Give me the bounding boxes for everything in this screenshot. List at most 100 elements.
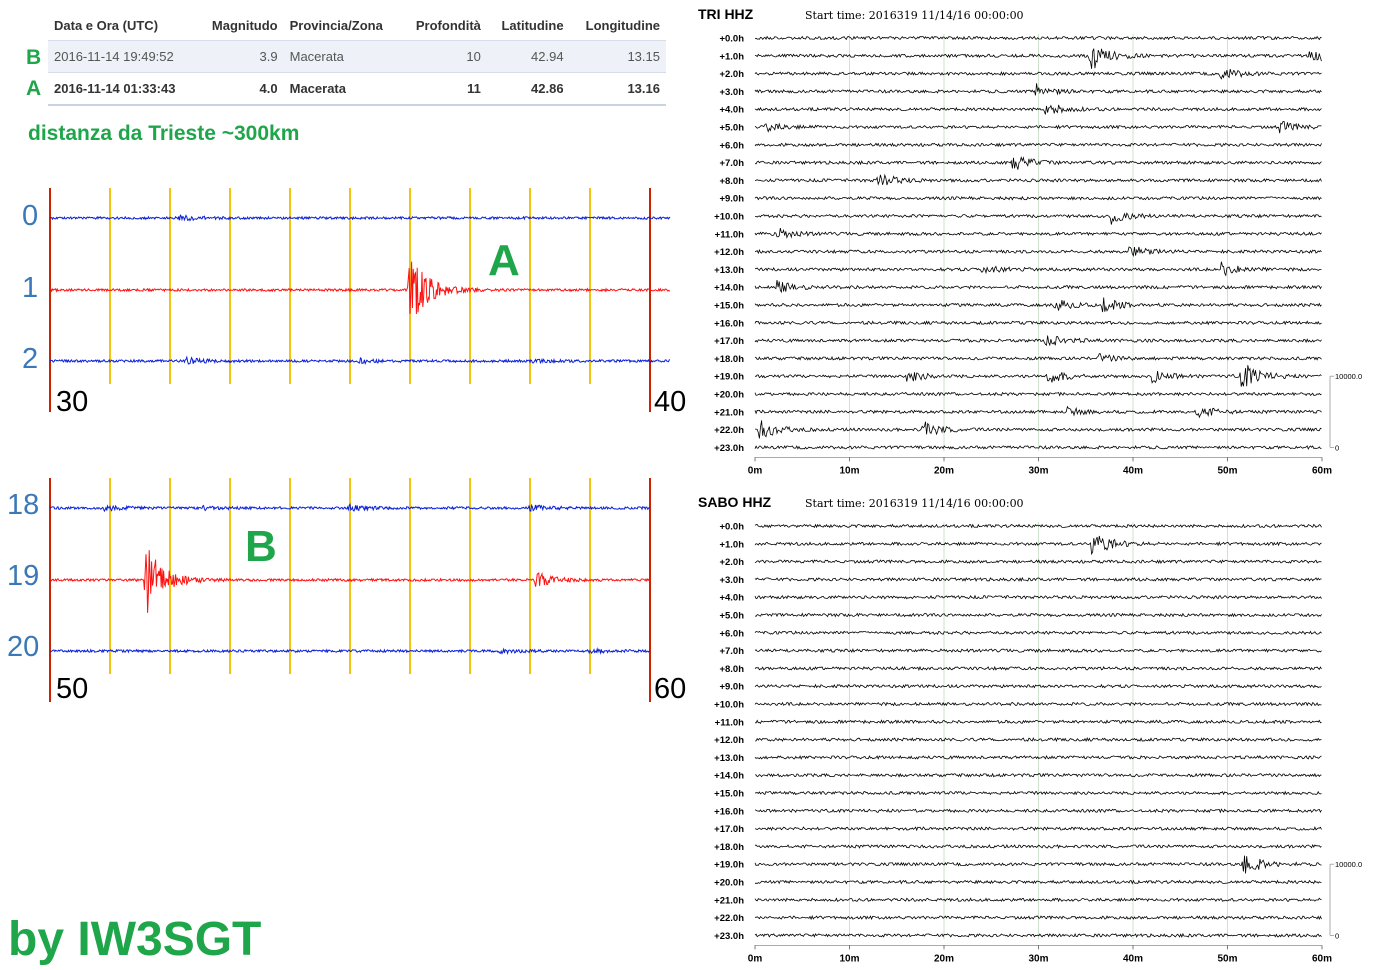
trace-row-20 xyxy=(49,647,651,655)
drum-trace xyxy=(754,897,1322,903)
column-header-datetime[interactable]: Data e Ora (UTC) xyxy=(54,17,159,33)
drum-tick-label: 40m xyxy=(1123,465,1143,476)
drum-trace xyxy=(754,48,1322,69)
cell-datetime: 2016-11-14 19:49:52 xyxy=(48,40,197,73)
drum-trace xyxy=(754,195,1322,201)
drum-trace xyxy=(754,559,1322,565)
drum-row-label: +3.0h xyxy=(719,87,744,98)
drum-trace xyxy=(754,35,1322,41)
drum-tick-label: 0m xyxy=(748,953,763,964)
drum-trace xyxy=(754,754,1322,760)
drum-trace xyxy=(754,535,1322,556)
drum-trace xyxy=(754,104,1322,115)
drum-trace xyxy=(754,212,1322,225)
cell-magnitude: 4.0 xyxy=(196,72,284,106)
row-label-1: 1 xyxy=(22,272,39,304)
drum-row-label: +22.0h xyxy=(714,913,744,924)
drum-row-label: +22.0h xyxy=(714,425,744,436)
x-start-label: 30 xyxy=(56,386,89,418)
cell-magnitude: 3.9 xyxy=(196,40,284,73)
row-label-0: 0 xyxy=(22,200,39,232)
station-title-sabo: SABO HHZ xyxy=(698,494,772,510)
drum-trace xyxy=(754,120,1322,134)
scale-top-label: 10000.0 xyxy=(1335,372,1362,381)
trace-row-19 xyxy=(49,550,651,613)
drum-row-label: +2.0h xyxy=(719,557,744,568)
drum-trace xyxy=(754,142,1322,148)
cell-zone: Macerata xyxy=(283,40,401,73)
x-end-label: 40 xyxy=(654,386,687,418)
drum-row-label: +5.0h xyxy=(719,611,744,622)
drum-trace xyxy=(754,523,1322,529)
cell-datetime: 2016-11-14 01:33:43 xyxy=(48,72,197,106)
row-marker-b: B xyxy=(26,46,42,69)
trace-row-1 xyxy=(49,261,670,315)
column-header-depth[interactable]: Profondità xyxy=(415,17,481,33)
drum-row-label: +9.0h xyxy=(719,194,744,205)
cell-zone: Macerata xyxy=(283,72,401,106)
drum-trace xyxy=(754,737,1322,743)
drum-trace xyxy=(754,594,1322,600)
drum-tick-label: 20m xyxy=(934,465,954,476)
drum-row-label: +18.0h xyxy=(714,354,744,365)
event-marker-a: A xyxy=(488,236,520,285)
drum-row-label: +0.0h xyxy=(719,522,744,533)
drum-row-label: +16.0h xyxy=(714,318,744,329)
cell-depth: 11 xyxy=(400,72,487,106)
drum-tick-label: 40m xyxy=(1123,953,1143,964)
drum-trace xyxy=(754,155,1322,170)
drum-row-label: +11.0h xyxy=(715,717,745,728)
drum-row-label: +12.0h xyxy=(714,735,744,746)
drum-row-label: +8.0h xyxy=(719,176,744,187)
drum-row-label: +1.0h xyxy=(719,539,744,550)
drum-row-label: +1.0h xyxy=(719,51,744,62)
column-header-latitude[interactable]: Latitudine xyxy=(501,17,564,33)
scale-bottom-label: 0 xyxy=(1335,443,1339,452)
drum-row-label: +10.0h xyxy=(714,212,744,223)
column-header-longitude[interactable]: Longitudine xyxy=(585,17,660,33)
table-row[interactable]: 2016-11-14 19:49:52 3.9 Macerata 10 42.9… xyxy=(48,40,666,73)
drum-trace xyxy=(754,665,1322,671)
drum-tick-label: 20m xyxy=(934,953,954,964)
event-marker-b: B xyxy=(245,522,277,571)
drum-row-label: +5.0h xyxy=(719,123,744,134)
drum-row-label: +18.0h xyxy=(714,842,744,853)
drum-trace xyxy=(754,228,1322,239)
drum-trace xyxy=(754,444,1322,450)
distance-note: distanza da Trieste ~300km xyxy=(28,122,300,145)
drum-trace xyxy=(755,772,1322,778)
drum-row-label: +13.0h xyxy=(714,265,744,276)
column-header-magnitude[interactable]: Magnitudo xyxy=(211,17,278,33)
scale-top-label: 10000.0 xyxy=(1335,860,1362,869)
table-row[interactable]: 2016-11-14 01:33:43 4.0 Macerata 11 42.8… xyxy=(48,72,666,106)
drum-row-label: +7.0h xyxy=(719,158,744,169)
drum-row-label: +14.0h xyxy=(714,771,744,782)
author-signature: by IW3SGT xyxy=(8,913,262,966)
drum-row-label: +7.0h xyxy=(719,646,744,657)
drum-trace xyxy=(754,173,1322,186)
drum-trace xyxy=(754,261,1322,277)
cell-longitude: 13.16 xyxy=(569,72,666,106)
cell-longitude: 13.15 xyxy=(569,40,666,73)
table-header-row: Data e Ora (UTC) Magnitudo Provincia/Zon… xyxy=(48,10,666,41)
row-label-20: 20 xyxy=(7,631,40,663)
drum-trace xyxy=(754,790,1322,796)
drum-trace xyxy=(754,701,1322,707)
drum-trace xyxy=(754,879,1322,885)
drum-trace xyxy=(754,808,1322,814)
drum-trace xyxy=(754,320,1322,326)
x-end-label: 60 xyxy=(654,673,687,705)
drum-row-label: +4.0h xyxy=(719,593,744,604)
drum-row-label: +0.0h xyxy=(719,34,744,45)
drum-row-label: +6.0h xyxy=(719,628,744,639)
column-header-zone[interactable]: Provincia/Zona xyxy=(289,17,383,33)
drum-row-label: +2.0h xyxy=(719,69,744,80)
drum-trace xyxy=(754,612,1322,618)
drum-row-label: +21.0h xyxy=(714,895,744,906)
drum-trace xyxy=(754,914,1322,921)
helicorder-tri: +0.0h +1.0h +2.0h +3.0h +4.0h +5.0h +6.0h +7.0h… xyxy=(714,34,1362,477)
drum-row-label: +17.0h xyxy=(714,336,744,347)
drum-tick-label: 50m xyxy=(1217,465,1237,476)
drum-row-label: +4.0h xyxy=(719,105,744,116)
trace-row-18 xyxy=(49,503,650,513)
